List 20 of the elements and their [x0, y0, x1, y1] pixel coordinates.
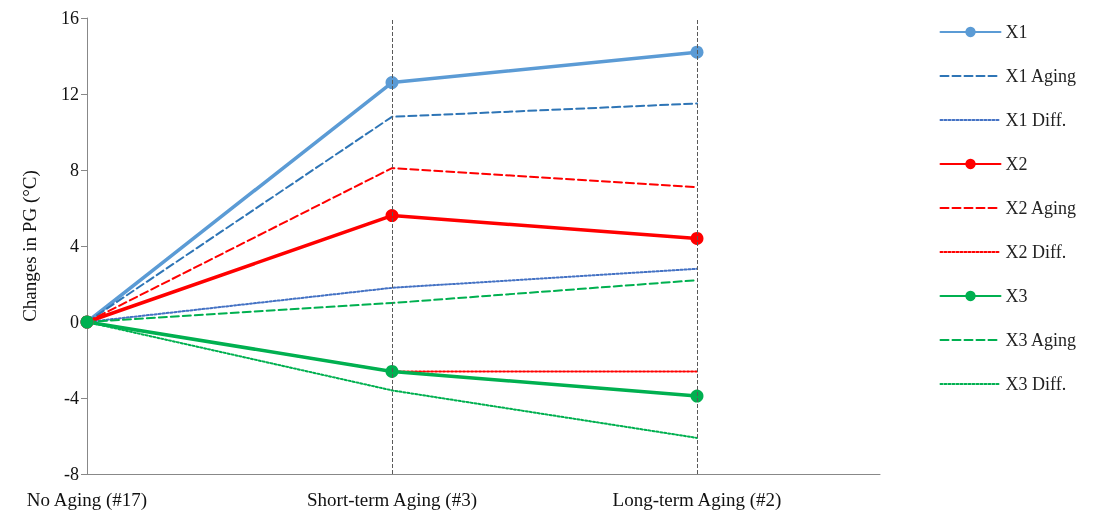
legend-label: X2 Diff.	[1005, 242, 1067, 262]
legend-label: X3 Diff.	[1005, 374, 1067, 394]
legend-label: X1 Aging	[1005, 66, 1077, 86]
x-tick-label: No Aging (#17)	[26, 489, 148, 511]
legend-label: X2 Aging	[1005, 198, 1077, 218]
legend-label: X2	[1005, 154, 1028, 174]
x-tick-label: Short-term Aging (#3)	[307, 489, 477, 511]
y-tick-label: -8	[64, 464, 79, 484]
legend-label: X3 Aging	[1005, 330, 1077, 350]
y-tick-label: -4	[64, 388, 79, 408]
x-tick-label: Long-term Aging (#2)	[612, 489, 782, 511]
y-tick-label: 0	[70, 312, 79, 332]
y-axis-title: Changes in PG (°C)	[19, 170, 41, 322]
legend-label: X1 Diff.	[1005, 110, 1067, 130]
y-tick-label: 16	[61, 8, 79, 28]
legend-label: X3	[1005, 286, 1028, 306]
y-tick-label: 8	[70, 160, 79, 180]
y-tick-label: 4	[70, 236, 79, 256]
y-tick-label: 12	[61, 84, 79, 104]
legend-label: X1	[1005, 22, 1028, 42]
